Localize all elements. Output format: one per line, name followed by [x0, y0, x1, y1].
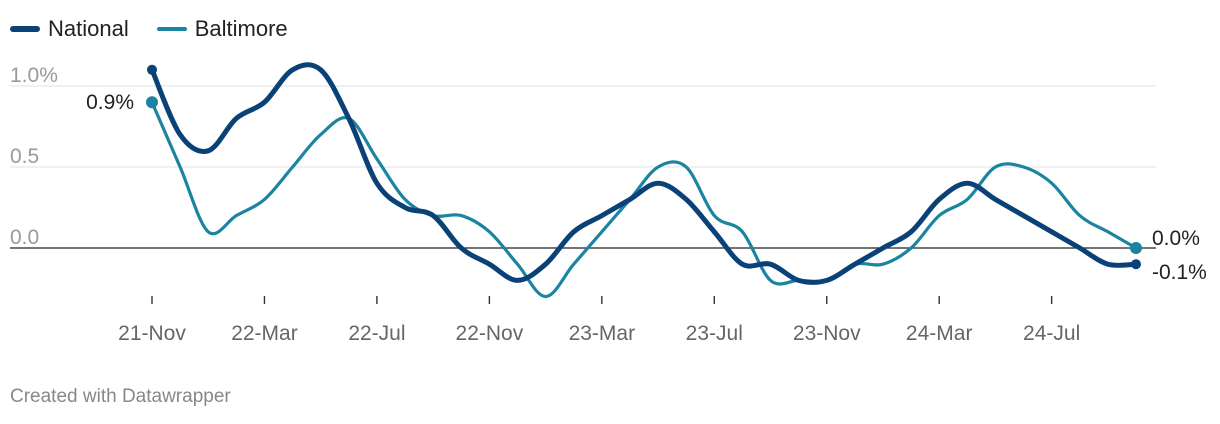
x-tick-label: 24-Jul	[1023, 322, 1080, 345]
x-tick-label: 23-Nov	[793, 322, 861, 345]
legend: National Baltimore	[10, 16, 316, 42]
start-label-baltimore: 0.9%	[86, 91, 134, 114]
y-tick-label: 0.5	[10, 145, 39, 168]
legend-item-baltimore[interactable]: Baltimore	[156, 16, 288, 42]
y-tick-label: 0.0	[10, 226, 39, 249]
end-point-national	[1131, 259, 1141, 270]
legend-swatch-national	[10, 26, 40, 32]
start-point-national	[147, 64, 157, 75]
start-point-baltimore	[146, 96, 158, 109]
x-tick-label: 23-Jul	[686, 322, 743, 345]
footer-credit: Created with Datawrapper	[10, 386, 231, 407]
x-tick-label: 23-Mar	[569, 322, 636, 345]
line-chart: 0.0 0.5 1.0% 21-Nov 22-Mar 22-Jul 22-Nov 23-Mar…	[10, 62, 1207, 345]
y-tick-label: 1.0%	[10, 64, 58, 87]
x-tick-label: 21-Nov	[118, 322, 186, 345]
legend-swatch-baltimore	[156, 27, 187, 31]
end-label-baltimore: 0.0%	[1152, 227, 1200, 250]
x-tick-label: 22-Nov	[456, 322, 524, 345]
end-label-national: -0.1%	[1152, 261, 1207, 284]
legend-label-baltimore: Baltimore	[194, 16, 288, 41]
x-tick-label: 24-Mar	[906, 322, 973, 345]
x-tick-label: 22-Jul	[348, 322, 405, 345]
series-line-national	[149, 62, 1139, 285]
legend-label-national: National	[48, 16, 129, 41]
series-line-baltimore	[150, 100, 1138, 299]
legend-item-national[interactable]: National	[10, 16, 129, 42]
x-tick-label: 22-Mar	[231, 322, 298, 345]
end-point-baltimore	[1130, 242, 1142, 254]
